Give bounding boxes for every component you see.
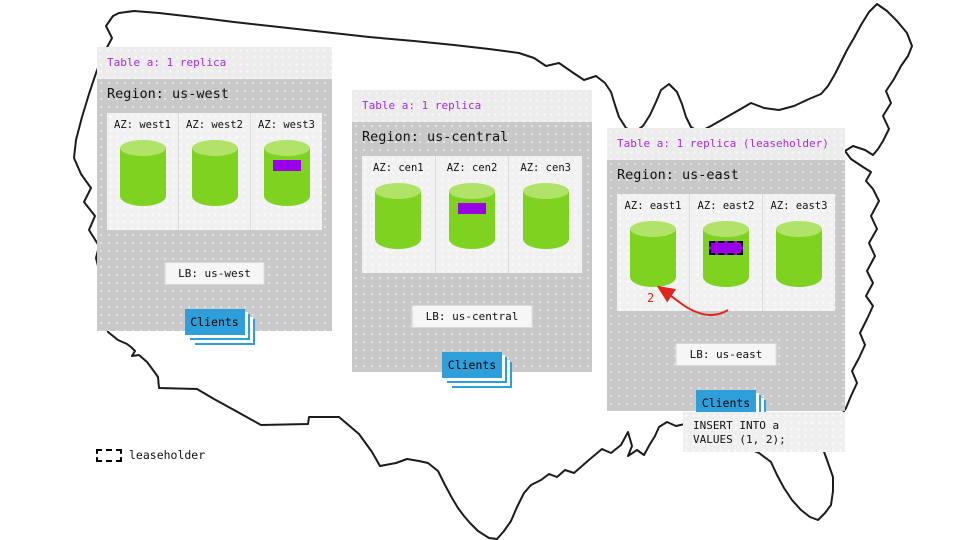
az-column-west1: AZ: west1 <box>107 113 178 230</box>
cylinder-body <box>263 148 310 206</box>
legend: leaseholder <box>96 448 205 462</box>
clients-stack: Clients <box>442 352 502 378</box>
table-leaseholder-label: Table a: 1 replica (leaseholder) <box>607 128 845 160</box>
az-label: AZ: east3 <box>770 200 828 212</box>
region-panel-us-east: Table a: 1 replica (leaseholder) Region:… <box>607 128 845 416</box>
legend-label: leaseholder <box>129 448 206 462</box>
az-group: AZ: cen1 AZ: cen2 AZ: cen3 <box>362 156 582 273</box>
region-panel-body: Region: us-west AZ: west1 AZ: west2 <box>97 79 332 335</box>
cylinder-body <box>522 191 569 249</box>
clients-stack: Clients <box>696 390 756 416</box>
cylinder-top <box>522 183 569 199</box>
region-title: Region: us-central <box>362 129 509 145</box>
cylinder-top <box>263 140 310 156</box>
cylinder-top <box>776 221 822 237</box>
az-label: AZ: west1 <box>114 119 171 131</box>
az-label: AZ: east2 <box>697 200 755 212</box>
database-cylinder-icon <box>263 140 310 206</box>
load-balancer-box: LB: us-west <box>164 262 265 285</box>
database-cylinder-icon <box>630 221 676 287</box>
cylinder-body <box>119 148 166 206</box>
cylinder-top <box>191 140 238 156</box>
cylinder-body <box>703 229 749 287</box>
database-cylinder-icon <box>703 221 749 287</box>
leaseholder-swatch-icon <box>96 448 122 462</box>
az-column-east1: AZ: east1 <box>617 194 689 311</box>
cylinder-top <box>375 183 422 199</box>
clients-stack: Clients <box>184 309 245 335</box>
az-label: AZ: west3 <box>258 119 315 131</box>
table-replica-label: Table a: 1 replica <box>352 90 592 122</box>
table-replica-label: Table a: 1 replica <box>97 47 332 79</box>
az-label: AZ: cen1 <box>373 162 424 174</box>
region-panel-us-central: Table a: 1 replica Region: us-central AZ… <box>352 90 592 378</box>
az-label: AZ: cen3 <box>520 162 571 174</box>
az-column-east2: AZ: east2 <box>689 194 762 311</box>
sql-line-1: INSERT INTO a <box>693 419 780 432</box>
region-panel-body: Region: us-central AZ: cen1 AZ: cen2 <box>352 122 592 378</box>
cylinder-top <box>119 140 166 156</box>
cylinder-top <box>449 183 495 199</box>
sql-line-2: VALUES (1, 2); <box>693 433 786 446</box>
az-label: AZ: cen2 <box>446 162 498 174</box>
database-cylinder-icon <box>449 183 495 249</box>
az-column-cen3: AZ: cen3 <box>508 156 582 273</box>
cylinder-body <box>776 229 822 287</box>
database-cylinder-icon <box>375 183 422 249</box>
region-panel-body: Region: us-east AZ: east1 AZ: east2 <box>607 160 845 416</box>
region-panel-us-west: Table a: 1 replica Region: us-west AZ: w… <box>97 47 332 335</box>
az-column-east3: AZ: east3 <box>762 194 835 311</box>
database-cylinder-icon <box>191 140 238 206</box>
sql-statement-note: INSERT INTO a VALUES (1, 2); <box>683 412 845 452</box>
database-cylinder-icon <box>522 183 569 249</box>
cylinder-body <box>191 148 238 206</box>
cylinder-top <box>630 221 676 237</box>
load-balancer-box: LB: us-central <box>411 305 533 328</box>
replica-range-marker <box>272 160 301 171</box>
cylinder-body <box>449 191 495 249</box>
cylinder-body <box>375 191 422 249</box>
database-cylinder-icon <box>119 140 166 206</box>
cylinder-top <box>703 221 749 237</box>
database-cylinder-icon <box>776 221 822 287</box>
load-balancer-box: LB: us-east <box>675 343 777 366</box>
value-annotation: 2 <box>647 291 655 305</box>
az-column-west3: AZ: west3 <box>250 113 322 230</box>
az-label: AZ: east1 <box>624 200 682 212</box>
az-column-cen1: AZ: cen1 <box>362 156 435 273</box>
leaseholder-range-marker <box>709 241 743 255</box>
replica-range-marker <box>458 203 486 214</box>
az-column-west2: AZ: west2 <box>178 113 250 230</box>
region-title: Region: us-east <box>617 167 739 183</box>
az-label: AZ: west2 <box>186 119 243 131</box>
cylinder-body <box>630 229 676 287</box>
az-column-cen2: AZ: cen2 <box>434 156 509 273</box>
az-group: AZ: west1 AZ: west2 AZ: west3 <box>107 113 322 230</box>
region-title: Region: us-west <box>107 86 229 102</box>
